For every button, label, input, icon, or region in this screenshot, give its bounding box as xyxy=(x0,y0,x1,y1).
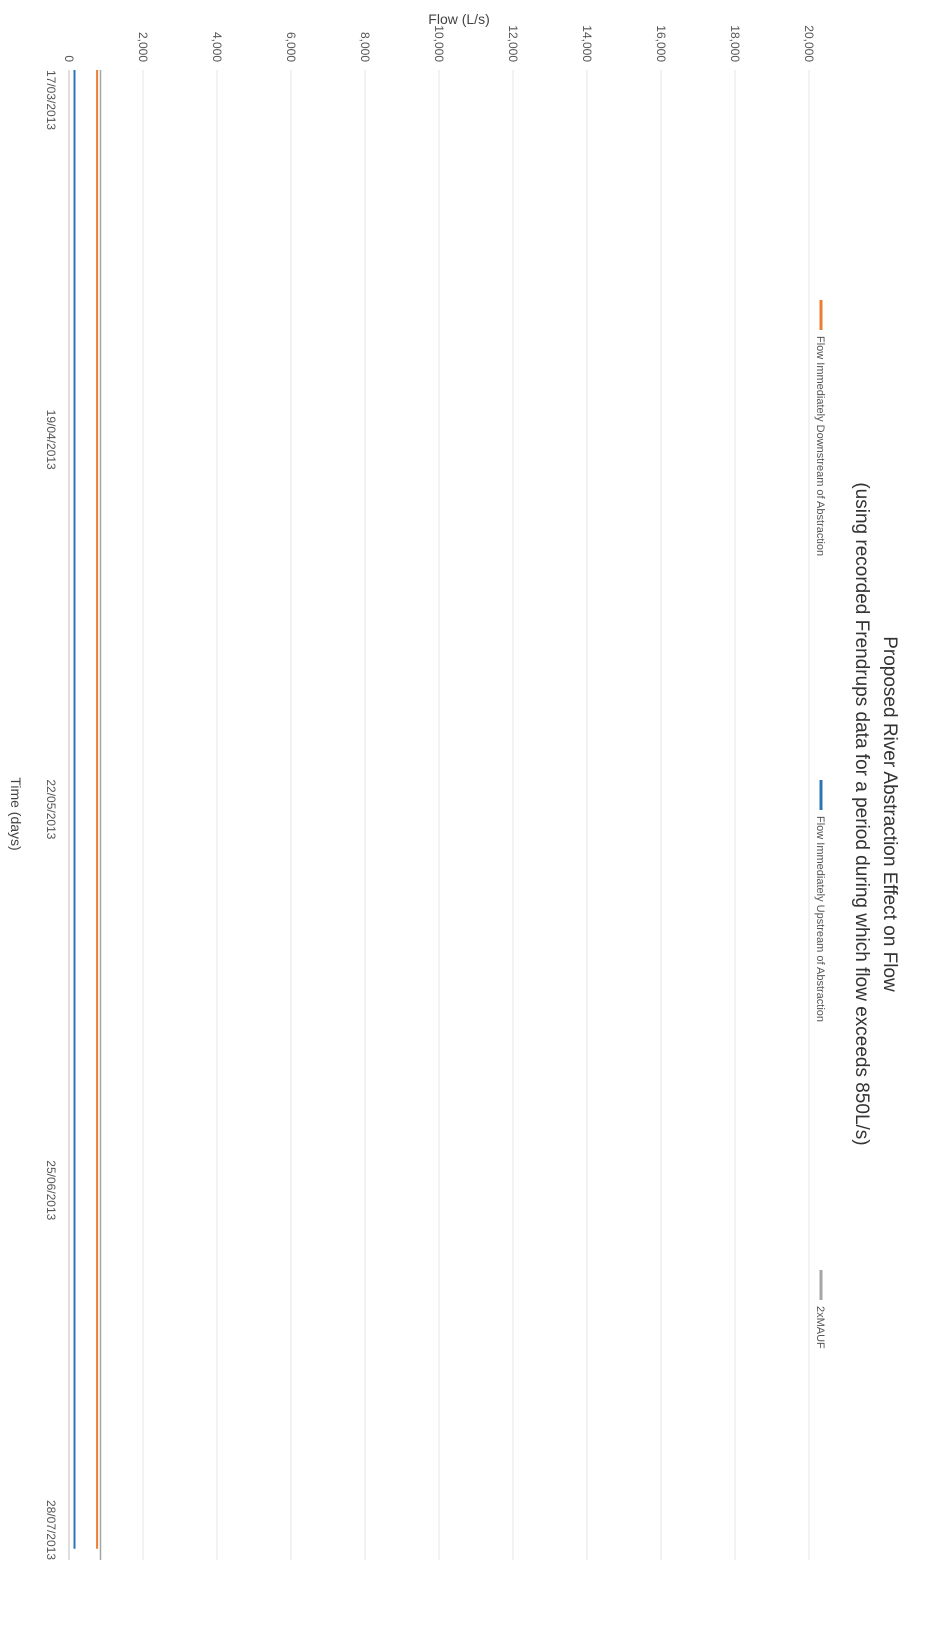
x-tick-labels: 17/03/2013 19/04/2013 22/05/2013 25/06/2013… xyxy=(44,70,58,1560)
y-tick-label: 6,000 xyxy=(284,32,298,62)
x-tick-label: 25/06/2013 xyxy=(44,1160,58,1220)
x-tick-label: 22/05/2013 xyxy=(44,779,58,839)
x-tick-label: 17/03/2013 xyxy=(44,70,58,130)
x-tick-label: 28/07/2013 xyxy=(44,1500,58,1560)
x-axis-label: Time (days) xyxy=(8,777,24,850)
y-tick-label: 2,000 xyxy=(136,32,150,62)
y-axis-label: Flow (L/s) xyxy=(428,11,489,27)
chart-title: Proposed River Abstraction Effect on Flo… xyxy=(879,636,900,992)
y-tick-label: 20,000 xyxy=(802,25,816,62)
legend-label-downstream: Flow Immediately Downstream of Abstracti… xyxy=(814,336,826,556)
gridlines xyxy=(68,70,810,1560)
y-tick-label: 4,000 xyxy=(210,32,224,62)
y-tick-labels: 0 2,000 4,000 6,000 8,000 10,000 12,000 14,000 1… xyxy=(62,25,816,62)
chart-subtitle: (using recorded Frendrups data for a per… xyxy=(851,482,872,1145)
y-tick-label: 18,000 xyxy=(728,25,742,62)
legend-label-mauf: 2xMAUF xyxy=(814,1306,826,1349)
y-tick-label: 8,000 xyxy=(358,32,372,62)
y-tick-label: 16,000 xyxy=(654,25,668,62)
y-tick-label: 0 xyxy=(62,55,76,62)
legend-label-upstream: Flow Immediately Upstream of Abstraction xyxy=(814,816,826,1022)
y-tick-label: 14,000 xyxy=(580,25,594,62)
y-tick-label: 10,000 xyxy=(432,25,446,62)
x-tick-label: 19/04/2013 xyxy=(44,410,58,470)
rotated-chart: 0 2,000 4,000 6,000 8,000 10,000 12,000 14,000 1… xyxy=(8,11,900,1560)
series-layer xyxy=(73,70,102,1560)
legend: Flow Immediately Downstream of Abstracti… xyxy=(814,300,826,1349)
y-tick-label: 12,000 xyxy=(506,25,520,62)
